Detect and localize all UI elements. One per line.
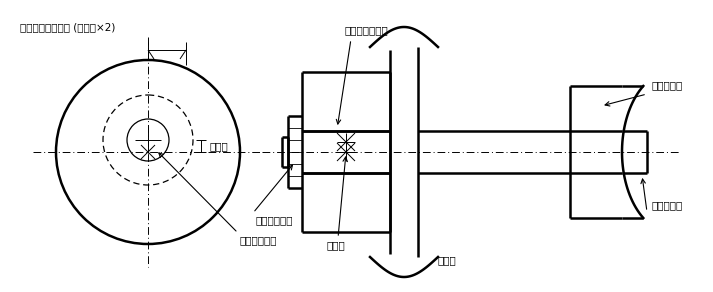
Text: 高さ方向移動距離 (偏芯量×2): 高さ方向移動距離 (偏芯量×2) — [20, 22, 116, 32]
Text: 六觓レンチ穴: 六觓レンチ穴 — [240, 235, 277, 245]
Text: 偏芯量: 偏芯量 — [209, 141, 227, 151]
Text: 偏芯量: 偏芯量 — [327, 240, 345, 250]
Text: 固定偏芯軍: 固定偏芯軍 — [652, 200, 683, 210]
Text: ローラフォロア: ローラフォロア — [344, 25, 388, 35]
Text: 取付板: 取付板 — [438, 255, 457, 265]
Text: 固定ナット: 固定ナット — [652, 80, 683, 90]
Text: 六觓レンチ穴: 六觓レンチ穴 — [255, 215, 292, 225]
